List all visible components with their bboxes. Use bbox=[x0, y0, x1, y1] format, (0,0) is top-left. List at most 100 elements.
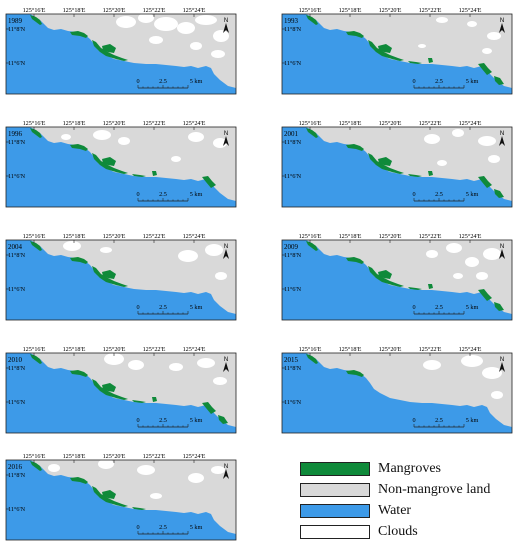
map-frame bbox=[5, 239, 237, 321]
scale-bar: 0 2.5 5 km bbox=[136, 78, 202, 89]
mangrove-patch bbox=[428, 58, 433, 63]
mangrove-patch bbox=[30, 461, 42, 471]
latitude-label: 11°6'N bbox=[284, 286, 302, 293]
mangrove-patch bbox=[306, 241, 318, 251]
cloud-patch bbox=[211, 466, 225, 474]
mangrove-patch bbox=[132, 174, 146, 177]
longitude-label: 125°20'E bbox=[103, 233, 126, 240]
map-frame bbox=[5, 459, 237, 541]
north-arrow-icon: N bbox=[499, 357, 505, 372]
mangrove-patch bbox=[30, 354, 42, 364]
longitude-label: 125°18'E bbox=[63, 7, 86, 14]
cloud-patch bbox=[482, 367, 502, 379]
longitude-label: 125°24'E bbox=[183, 233, 206, 240]
scale-bar: 0 2.5 5 km bbox=[412, 78, 479, 89]
map-frame bbox=[281, 239, 513, 321]
year-label: 1989 bbox=[8, 17, 23, 25]
longitude-label: 125°22'E bbox=[143, 120, 166, 127]
scale-bar-label: 2.5 bbox=[435, 78, 443, 85]
longitude-label: 125°16'E bbox=[23, 233, 46, 240]
scale-bar-label: 0 bbox=[136, 524, 139, 531]
svg-text:N: N bbox=[500, 18, 504, 24]
scale-bar-label: 2.5 bbox=[159, 417, 167, 424]
mangrove-patch bbox=[70, 370, 88, 377]
north-arrow-icon: N bbox=[223, 131, 229, 146]
year-label: 2015 bbox=[284, 356, 299, 364]
map-panel-2015: 2015 125°16'E 125°18'E 125°20'E 125°22'E 125°… bbox=[281, 345, 513, 434]
cloud-patch bbox=[93, 130, 111, 140]
cloud-patch bbox=[487, 32, 501, 40]
longitude-label: 125°16'E bbox=[299, 120, 322, 127]
map-frame bbox=[5, 13, 237, 95]
cloud-patch bbox=[213, 30, 229, 42]
mangrove-patch bbox=[378, 44, 392, 53]
longitude-label: 125°24'E bbox=[459, 120, 482, 127]
cloud-patch bbox=[63, 241, 81, 251]
longitude-label: 125°20'E bbox=[103, 120, 126, 127]
mangrove-patch bbox=[70, 144, 88, 151]
longitude-label: 125°16'E bbox=[23, 120, 46, 127]
cloud-patch bbox=[436, 17, 448, 23]
cloud-patch bbox=[453, 273, 463, 279]
cloud-patch bbox=[178, 250, 198, 262]
cloud-patch bbox=[491, 391, 503, 399]
north-arrow-icon: N bbox=[223, 18, 229, 33]
water-area bbox=[282, 14, 512, 94]
scale-bar-label: 5 km bbox=[466, 78, 479, 85]
longitude-label: 125°22'E bbox=[143, 453, 166, 460]
longitude-label: 125°20'E bbox=[103, 7, 126, 14]
scale-bar: 0 2.5 5 km bbox=[136, 524, 202, 535]
longitude-label: 125°22'E bbox=[419, 346, 442, 353]
mangrove-patch bbox=[346, 31, 364, 38]
svg-text:N: N bbox=[224, 464, 228, 470]
cloud-patch bbox=[426, 250, 438, 258]
cloud-patch bbox=[116, 16, 136, 28]
scale-bar-label: 0 bbox=[136, 417, 139, 424]
mangrove-patch bbox=[92, 266, 128, 287]
latitude-label: 11°6'N bbox=[8, 399, 26, 406]
cloud-patch bbox=[169, 363, 183, 371]
mangrove-patch bbox=[408, 61, 422, 64]
svg-text:N: N bbox=[500, 131, 504, 137]
cloud-patch bbox=[100, 247, 112, 253]
scale-bar: 0 2.5 5 km bbox=[412, 304, 479, 315]
mangrove-patch bbox=[494, 189, 504, 198]
scale-bar-label: 2.5 bbox=[435, 417, 443, 424]
mangrove-patch bbox=[378, 270, 392, 279]
scale-bar-label: 0 bbox=[412, 78, 415, 85]
cloud-patch bbox=[188, 132, 204, 142]
scale-bar-label: 5 km bbox=[466, 304, 479, 311]
cloud-patch bbox=[118, 137, 130, 145]
cloud-patch bbox=[483, 248, 501, 260]
water-area bbox=[6, 460, 236, 540]
north-arrow-icon: N bbox=[499, 18, 505, 33]
cloud-patch bbox=[465, 257, 479, 267]
latitude-label: 11°6'N bbox=[8, 506, 26, 513]
cloud-patch bbox=[437, 160, 447, 166]
map-panel-2009: 2009 125°16'E 125°18'E 125°20'E 125°22'E 125°… bbox=[281, 232, 513, 321]
scale-bar: 0 2.5 5 km bbox=[412, 417, 478, 428]
map-frame bbox=[5, 126, 237, 208]
longitude-label: 125°18'E bbox=[339, 7, 362, 14]
legend-label-clouds: Clouds bbox=[378, 524, 418, 539]
longitude-label: 125°18'E bbox=[339, 233, 362, 240]
cloud-patch bbox=[478, 136, 496, 146]
cloud-patch bbox=[467, 21, 477, 27]
longitude-label: 125°24'E bbox=[459, 7, 482, 14]
longitude-label: 125°20'E bbox=[103, 453, 126, 460]
longitude-label: 125°18'E bbox=[339, 120, 362, 127]
latitude-label: 11°8'N bbox=[8, 139, 26, 146]
cloud-patch bbox=[482, 48, 492, 54]
latitude-label: 11°8'N bbox=[284, 139, 302, 146]
cloud-patch bbox=[488, 155, 500, 163]
longitude-label: 125°16'E bbox=[299, 233, 322, 240]
svg-text:N: N bbox=[500, 244, 504, 250]
scale-bar-label: 5 km bbox=[190, 191, 203, 198]
scale-bar-label: 2.5 bbox=[435, 191, 443, 198]
legend-item-land: Non-mangrove land bbox=[300, 482, 490, 497]
latitude-label: 11°6'N bbox=[284, 60, 302, 67]
mangrove-patch bbox=[152, 171, 157, 176]
